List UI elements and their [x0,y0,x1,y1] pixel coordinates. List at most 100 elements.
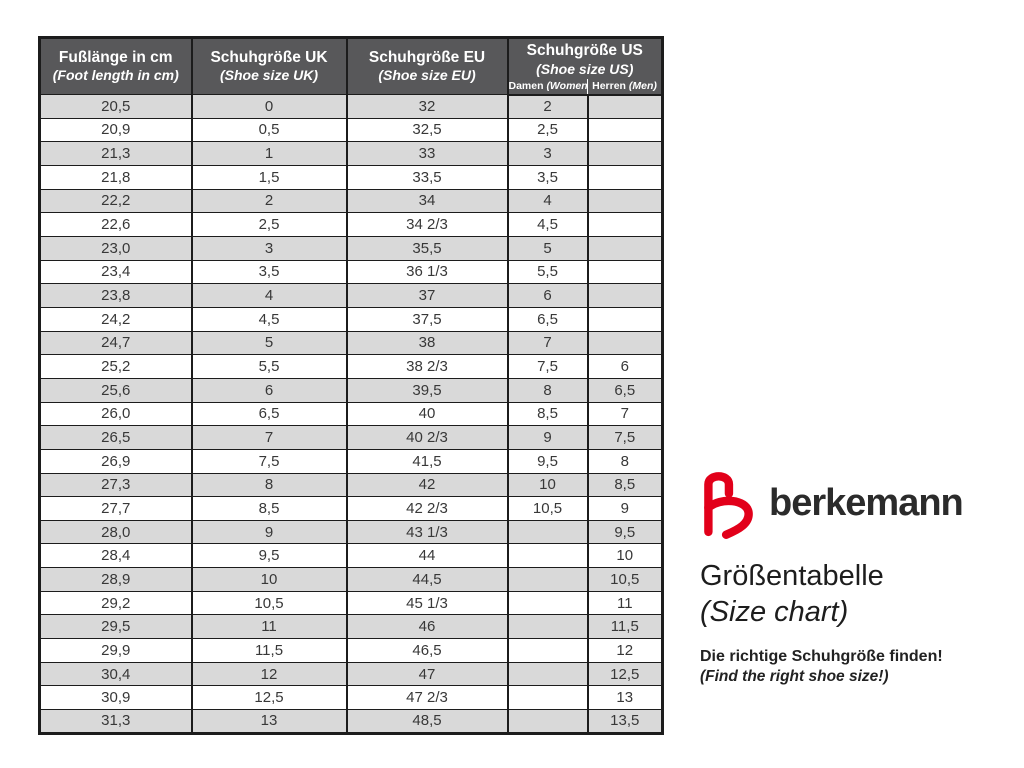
brand-panel: berkemann Größentabelle (Size chart) Die… [700,466,1020,687]
table-cell: 42 [345,472,509,498]
table-cell: 47 [345,661,509,687]
size-conversion-table: Fußlänge in cm (Foot length in cm) Schuh… [38,36,665,735]
table-cell: 9,5 [190,543,348,569]
col-header-us-men: Herren (Men) [586,78,664,96]
table-cell: 28,0 [38,519,193,545]
table-cell: 2,5 [190,212,348,237]
page-title: Größentabelle [700,560,884,592]
col-header-subtitle: (Foot length in cm) [52,67,179,84]
table-cell: 10 [190,567,348,592]
table-cell [506,661,589,687]
table-cell: 26,5 [38,425,193,450]
table-cell: 24,7 [38,330,193,356]
tagline-english: (Find the right shoe size!) [700,668,889,686]
table-row: 23,0 3 35,5 5 [38,235,664,261]
table-cell: 7 [586,401,664,427]
table-row: 28,9 10 44,5 10,5 [38,567,664,592]
col-header-subtitle: (Shoe size UK) [219,67,318,84]
table-cell: 5,5 [190,354,348,379]
table-cell: 46,5 [345,638,509,663]
table-cell [586,259,664,285]
table-cell: 22,2 [38,188,193,214]
table-cell: 12,5 [586,661,664,687]
table-row: 25,2 5,5 38 2/3 7,5 6 [38,354,664,379]
table-cell: 8 [586,448,664,474]
table-row: 21,8 1,5 33,5 3,5 [38,164,664,190]
table-cell: 48,5 [345,709,509,734]
table-cell: 6,5 [506,306,589,332]
table-cell: 2 [190,188,348,214]
table-cell: 12 [190,661,348,687]
table-cell: 40 2/3 [345,425,509,450]
table-cell: 44,5 [345,567,509,592]
brand-logo-row: berkemann [700,466,1020,540]
col-header-uk: Schuhgröße UK (Shoe size UK) [190,37,348,95]
table-row: 26,0 6,5 40 8,5 7 [38,401,664,427]
table-cell: 35,5 [345,235,509,261]
col-header-title: Schuhgröße UK [210,48,328,66]
table-cell: 10 [586,543,664,569]
table-row: 21,3 1 33 3 [38,141,664,166]
table-cell: 28,9 [38,567,193,592]
table-cell: 9 [190,519,348,545]
col-header-foot-length: Fußlänge in cm (Foot length in cm) [38,37,193,95]
table-row: 26,5 7 40 2/3 9 7,5 [38,425,664,450]
page-title-english: (Size chart) [700,596,849,629]
table-cell: 30,4 [38,661,193,687]
table-header-row: Fußlänge in cm (Foot length in cm) Schuh… [38,37,664,95]
table-cell: 4 [506,188,589,214]
table-cell: 10,5 [190,590,348,616]
table-cell: 3 [190,235,348,261]
table-cell [506,519,589,545]
table-cell [586,94,664,119]
table-cell: 28,4 [38,543,193,569]
table-subheader-row: Damen (Women) Herren (Men) [40,78,664,96]
table-cell: 33,5 [345,164,509,190]
table-cell: 21,8 [38,164,193,190]
table-cell: 7,5 [506,354,589,379]
table-cell: 6 [190,377,348,403]
table-row: 23,4 3,5 36 1/3 5,5 [38,259,664,285]
table-cell [506,638,589,663]
table-cell: 1 [190,141,348,166]
table-cell: 22,6 [38,212,193,237]
table-row: 28,4 9,5 44 10 [38,543,664,569]
table-cell: 46 [345,614,509,640]
table-cell: 2 [506,94,589,119]
table-row: 30,9 12,5 47 2/3 13 [38,685,664,711]
table-cell: 38 2/3 [345,354,509,379]
table-cell [506,543,589,569]
subcol-label: Damen [508,80,544,92]
table-cell: 5 [506,235,589,261]
table-cell: 6,5 [586,377,664,403]
subcol-note: (Men) [628,80,657,92]
table-row: 27,7 8,5 42 2/3 10,5 9 [38,496,664,521]
table-cell: 8,5 [586,472,664,498]
table-row: 29,2 10,5 45 1/3 11 [38,590,664,616]
table-row: 23,8 4 37 6 [38,283,664,308]
table-cell: 34 [345,188,509,214]
table-cell: 7 [190,425,348,450]
table-cell: 32 [345,94,509,119]
table-cell: 43 1/3 [345,519,509,545]
table-cell: 29,9 [38,638,193,663]
table-cell [586,283,664,308]
table-row: 29,9 11,5 46,5 12 [38,638,664,663]
table-cell: 3 [506,141,589,166]
table-cell [586,164,664,190]
table-row: 22,6 2,5 34 2/3 4,5 [38,212,664,237]
table-cell: 11 [586,590,664,616]
table-cell: 11,5 [586,614,664,640]
subcol-note: (Women) [546,80,588,92]
table-cell: 23,0 [38,235,193,261]
table-cell: 9,5 [586,519,664,545]
col-header-title: Schuhgröße US [526,42,643,60]
table-cell: 0 [190,94,348,119]
table-cell: 40 [345,401,509,427]
table-cell: 27,7 [38,496,193,521]
table-cell [586,141,664,166]
table-row: 20,5 0 32 2 [38,94,664,119]
table-cell: 3,5 [190,259,348,285]
table-row: 24,2 4,5 37,5 6,5 [38,306,664,332]
table-cell: 13,5 [586,709,664,734]
